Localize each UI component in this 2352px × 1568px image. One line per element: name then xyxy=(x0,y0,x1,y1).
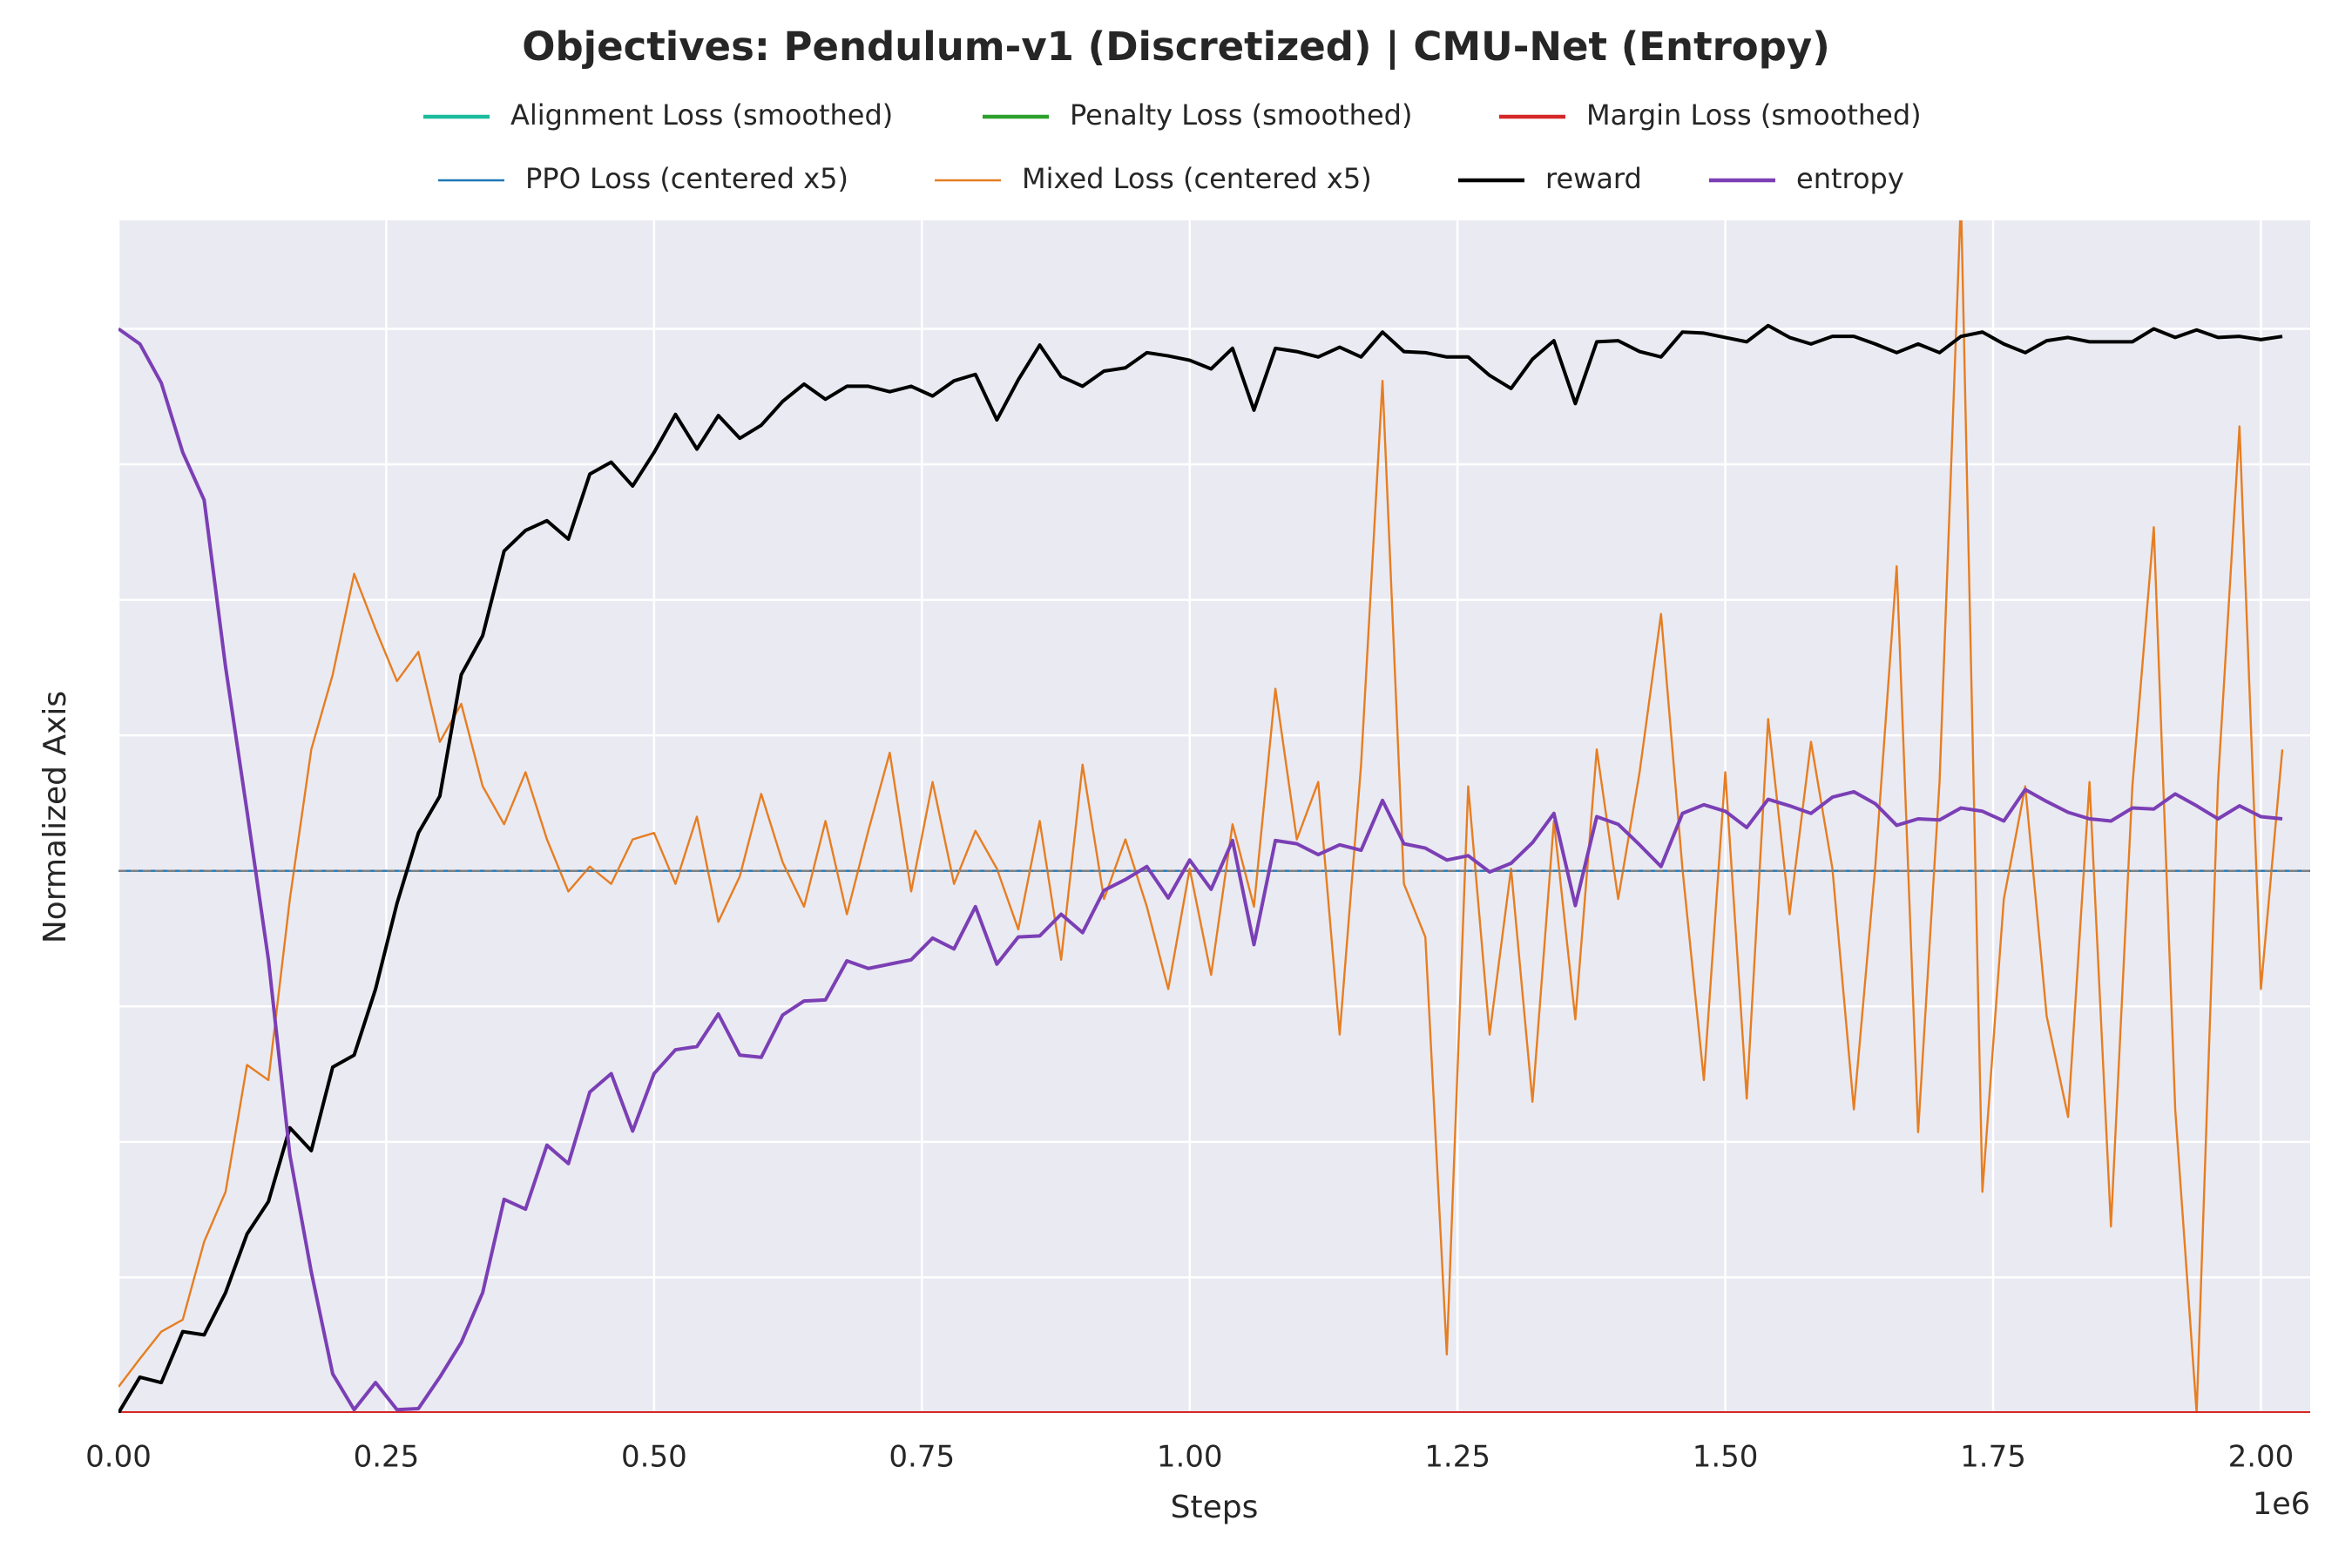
x-offset-label: 1e6 xyxy=(2253,1487,2310,1522)
x-tick-label: 1.75 xyxy=(1960,1440,2026,1475)
legend-item: entropy xyxy=(1709,162,1904,195)
x-tick-label: 2.00 xyxy=(2228,1440,2295,1475)
x-tick-label: 1.25 xyxy=(1424,1440,1490,1475)
series-line xyxy=(118,327,2283,1412)
legend-label: PPO Loss (centered x5) xyxy=(525,162,848,195)
plot-lines xyxy=(118,220,2310,1413)
legend-item: Alignment Loss (smoothed) xyxy=(423,98,893,132)
legend-item: PPO Loss (centered x5) xyxy=(438,162,848,195)
plot-area xyxy=(118,220,2310,1413)
x-tick-label: 0.75 xyxy=(889,1440,955,1475)
x-axis-label: Steps xyxy=(1171,1490,1259,1525)
x-tick-label: 0.50 xyxy=(621,1440,687,1475)
legend-item: reward xyxy=(1458,162,1642,195)
x-tick-label: 0.00 xyxy=(85,1440,152,1475)
legend-label: Alignment Loss (smoothed) xyxy=(510,98,893,132)
x-tick-label: 0.25 xyxy=(354,1440,420,1475)
series-line xyxy=(118,323,2283,1413)
y-axis-label: Normalized Axis xyxy=(37,691,73,943)
legend-label: reward xyxy=(1545,162,1642,195)
legend-item: Mixed Loss (centered x5) xyxy=(935,162,1372,195)
legend-item: Penalty Loss (smoothed) xyxy=(983,98,1412,132)
x-tick-label: 1.50 xyxy=(1693,1440,1759,1475)
legend-item: Margin Loss (smoothed) xyxy=(1499,98,1922,132)
legend-label: Mixed Loss (centered x5) xyxy=(1022,162,1372,195)
chart-title: Objectives: Pendulum-v1 (Discretized) | … xyxy=(522,24,1830,70)
x-tick-label: 1.00 xyxy=(1157,1440,1223,1475)
series-line xyxy=(118,220,2284,1413)
legend-label: entropy xyxy=(1796,162,1904,195)
legend-label: Penalty Loss (smoothed) xyxy=(1070,98,1412,132)
legend-label: Margin Loss (smoothed) xyxy=(1586,98,1922,132)
